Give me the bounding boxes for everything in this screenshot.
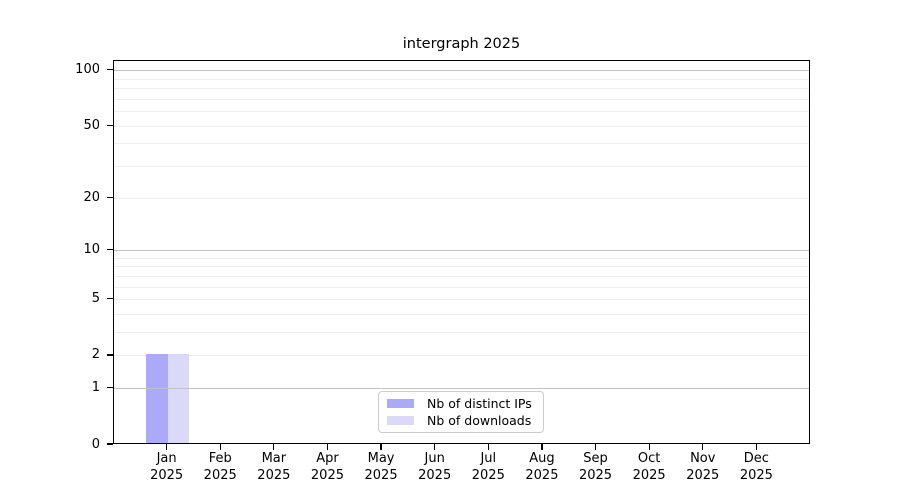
x-axis-year-label: 2025 [150, 467, 184, 483]
y-axis-tick-label: 0 [91, 436, 100, 452]
y-axis-tick-mark [107, 387, 113, 389]
y-axis-tick-label: 5 [91, 291, 100, 307]
x-axis-tick-mark [541, 444, 543, 450]
x-axis-tick-mark [434, 444, 436, 450]
gridline-minor [114, 166, 809, 168]
bar-downloads [167, 353, 190, 443]
x-axis-tick-mark [273, 444, 275, 450]
x-axis-tick-label: Jan 2025 [139, 451, 195, 484]
x-axis-tick-mark [755, 444, 758, 450]
legend-entry-downloads: Nb of downloads [387, 412, 543, 428]
chart-title: intergraph 2025 [402, 36, 521, 52]
x-axis-tick-label: May 2025 [353, 451, 409, 484]
x-axis-tick-mark [594, 444, 597, 450]
x-axis-year-label: 2025 [418, 467, 452, 483]
legend: Nb of distinct IPs Nb of downloads [378, 391, 544, 433]
x-axis-tick-label: Jun 2025 [407, 451, 463, 484]
x-axis-tick-label: Aug 2025 [514, 451, 570, 484]
x-axis-tick-label: Apr 2025 [299, 451, 355, 484]
x-axis-tick-label: Dec 2025 [728, 451, 784, 484]
y-axis-tick-mark [107, 298, 113, 300]
x-axis-tick-label: Oct 2025 [621, 451, 677, 484]
y-axis-tick-mark [107, 69, 113, 71]
x-axis-month-label: Jan [156, 451, 177, 466]
gridline-major [114, 388, 809, 390]
gridline-minor [114, 125, 809, 127]
y-axis-tick-label: 10 [83, 242, 100, 258]
x-axis-year-label: 2025 [739, 467, 773, 483]
x-axis-tick-mark [487, 444, 489, 450]
legend-label-downloads: Nb of downloads [427, 412, 532, 428]
gridline-major [114, 250, 809, 252]
x-axis-tick-label: Mar 2025 [246, 451, 302, 484]
x-axis-month-label: Apr [316, 451, 339, 466]
y-axis-tick-label: 50 [83, 117, 100, 133]
x-axis-tick-mark [326, 444, 329, 450]
x-axis-month-label: Jun [424, 451, 445, 466]
x-axis-tick-mark [648, 444, 650, 450]
x-axis-year-label: 2025 [686, 467, 720, 483]
x-axis-year-label: 2025 [525, 467, 559, 483]
x-axis-month-label: Aug [529, 451, 555, 466]
x-axis-tick-label: Jul 2025 [460, 451, 516, 484]
gridline-minor [114, 257, 809, 259]
x-axis-month-label: Feb [208, 451, 232, 466]
y-axis-tick-label: 2 [91, 347, 100, 363]
x-axis-month-label: Mar [261, 451, 287, 466]
y-axis-tick-mark [107, 354, 113, 356]
x-axis-tick-label: Nov 2025 [675, 451, 731, 484]
bar-distinct-ips [146, 353, 168, 443]
x-axis-year-label: 2025 [203, 467, 237, 483]
y-axis-tick-mark [107, 196, 113, 198]
gridline-minor [114, 143, 809, 145]
x-axis-month-label: Oct [637, 451, 661, 466]
x-axis-tick-label: Feb 2025 [192, 451, 248, 484]
gridline-minor [114, 197, 809, 199]
gridline-minor [114, 275, 809, 277]
gridline-major [114, 70, 809, 72]
x-axis-year-label: 2025 [471, 467, 505, 483]
gridline-minor [114, 111, 809, 113]
gridline-minor [114, 266, 809, 268]
gridline-minor [114, 88, 809, 90]
x-axis-tick-mark [380, 444, 382, 450]
x-axis-year-label: 2025 [578, 467, 613, 483]
y-axis-tick-label: 1 [91, 380, 100, 396]
legend-swatch-downloads [387, 416, 414, 425]
plot-area [113, 60, 810, 444]
gridline-minor [114, 332, 809, 334]
x-axis-tick-mark [165, 444, 168, 450]
x-axis-year-label: 2025 [310, 467, 344, 483]
x-axis-tick-label: Sep 2025 [568, 451, 624, 484]
x-axis-year-label: 2025 [257, 467, 291, 483]
x-axis-month-label: Nov [690, 451, 716, 466]
x-axis-month-label: Dec [743, 451, 769, 466]
x-axis-year-label: 2025 [364, 467, 398, 483]
gridline-minor [114, 78, 809, 80]
x-axis-tick-mark [702, 444, 704, 450]
y-axis-tick-label: 20 [83, 189, 100, 205]
x-axis-month-label: Jul [480, 451, 497, 466]
y-axis-tick-mark [107, 124, 113, 126]
legend-entry-distinct-ips: Nb of distinct IPs [387, 395, 543, 411]
gridline-minor [114, 98, 809, 100]
gridline-minor [114, 314, 809, 315]
gridline-minor [114, 286, 809, 288]
legend-label-distinct-ips: Nb of distinct IPs [427, 395, 532, 411]
x-axis-tick-mark [219, 444, 221, 450]
x-axis-month-label: Sep [583, 451, 608, 466]
y-axis-tick-label: 100 [75, 62, 100, 78]
gridline-minor [114, 299, 809, 301]
gridline-minor [114, 355, 809, 357]
x-axis-year-label: 2025 [632, 467, 666, 483]
y-axis-tick-mark [107, 248, 113, 251]
legend-swatch-distinct-ips [387, 399, 414, 408]
y-axis-tick-mark [107, 443, 113, 445]
x-axis-month-label: May [367, 451, 395, 466]
